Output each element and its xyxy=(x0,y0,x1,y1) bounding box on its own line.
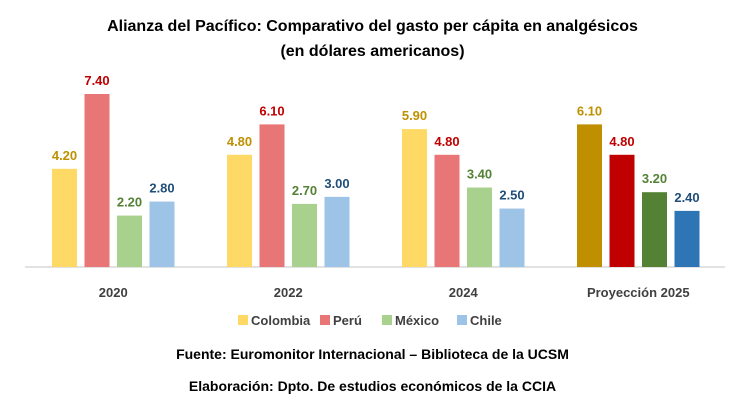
data-label: 3.40 xyxy=(467,167,492,182)
bar-méxico-proyección-2025 xyxy=(642,192,667,267)
x-tick-label: 2020 xyxy=(99,285,128,300)
x-tick-label: 2024 xyxy=(449,285,479,300)
bar-chile-2020 xyxy=(149,201,175,267)
bar-colombia-2020 xyxy=(52,168,77,267)
data-label: 6.10 xyxy=(577,103,602,118)
x-tick-label: Proyección 2025 xyxy=(587,285,690,300)
chart-title: Alianza del Pacífico: Comparativo del ga… xyxy=(107,18,638,35)
legend-swatch-chile xyxy=(457,315,467,325)
bar-colombia-2024 xyxy=(402,129,427,267)
data-label: 2.20 xyxy=(117,195,142,210)
bar-chile-2024 xyxy=(499,208,525,267)
bar-perú-2022 xyxy=(259,124,285,267)
credit-note: Elaboración: Dpto. De estudios económico… xyxy=(188,378,557,394)
legend-swatch-colombia xyxy=(238,315,248,325)
legend-label: Chile xyxy=(470,313,502,328)
data-label: 3.20 xyxy=(642,171,667,186)
bar-méxico-2020 xyxy=(117,215,142,267)
data-label: 5.90 xyxy=(402,108,427,123)
bar-chile-2022 xyxy=(324,196,350,267)
bar-chile-proyección-2025 xyxy=(674,210,700,267)
source-note: Fuente: Euromonitor Internacional – Bibl… xyxy=(176,346,569,362)
bar-perú-proyección-2025 xyxy=(609,154,635,267)
data-label: 2.80 xyxy=(149,181,174,196)
data-label: 6.10 xyxy=(259,103,284,118)
bar-colombia-proyección-2025 xyxy=(577,124,602,267)
legend-label: Perú xyxy=(333,313,362,328)
data-label: 2.40 xyxy=(674,190,699,205)
bar-méxico-2022 xyxy=(292,203,317,267)
data-label: 2.50 xyxy=(499,188,524,203)
data-label: 4.20 xyxy=(52,148,77,163)
x-tick-label: 2022 xyxy=(274,285,303,300)
chart-subtitle: (en dólares americanos) xyxy=(280,43,465,60)
data-label: 2.70 xyxy=(292,183,317,198)
data-label: 4.80 xyxy=(434,134,459,149)
bar-perú-2020 xyxy=(84,94,110,267)
data-label: 4.80 xyxy=(609,134,634,149)
bar-colombia-2022 xyxy=(227,154,252,267)
legend-swatch-méxico xyxy=(382,315,392,325)
bar-méxico-2024 xyxy=(467,187,492,267)
legend-label: Colombia xyxy=(251,313,311,328)
legend-label: México xyxy=(395,313,439,328)
bar-perú-2024 xyxy=(434,154,460,267)
legend-swatch-perú xyxy=(320,315,330,325)
bar-chart: 4.20 7.40 2.20 2.80 2020 4.80 6.10 2.70 3.00 2022… xyxy=(25,73,725,328)
data-label: 7.40 xyxy=(84,73,109,88)
data-label: 3.00 xyxy=(324,176,349,191)
data-label: 4.80 xyxy=(227,134,252,149)
